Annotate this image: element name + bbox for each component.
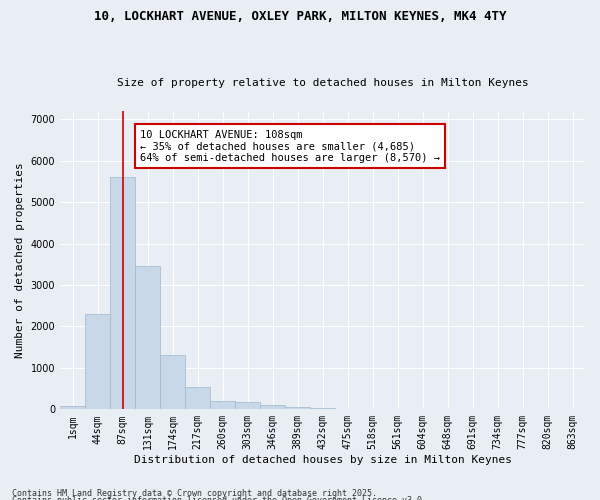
Bar (185, 388, 210, 409)
Bar (135, 266, 160, 410)
Text: Contains HM Land Registry data © Crown copyright and database right 2025.: Contains HM Land Registry data © Crown c… (12, 488, 377, 498)
Text: 10, LOCKHART AVENUE, OXLEY PARK, MILTON KEYNES, MK4 4TY: 10, LOCKHART AVENUE, OXLEY PARK, MILTON … (94, 10, 506, 23)
Bar (210, 400, 235, 409)
Text: 10 LOCKHART AVENUE: 108sqm
← 35% of detached houses are smaller (4,685)
64% of s: 10 LOCKHART AVENUE: 108sqm ← 35% of deta… (140, 130, 440, 163)
Bar (60, 406, 85, 409)
Bar (260, 405, 285, 409)
Text: Contains public sector information licensed under the Open Government Licence v3: Contains public sector information licen… (12, 496, 427, 500)
Bar (160, 354, 185, 410)
Y-axis label: Number of detached properties: Number of detached properties (15, 162, 25, 358)
Title: Size of property relative to detached houses in Milton Keynes: Size of property relative to detached ho… (116, 78, 529, 88)
Bar (310, 408, 335, 410)
X-axis label: Distribution of detached houses by size in Milton Keynes: Distribution of detached houses by size … (134, 455, 512, 465)
Bar (85, 314, 110, 410)
Bar (235, 402, 260, 409)
Bar (285, 407, 310, 410)
Bar (110, 178, 135, 410)
